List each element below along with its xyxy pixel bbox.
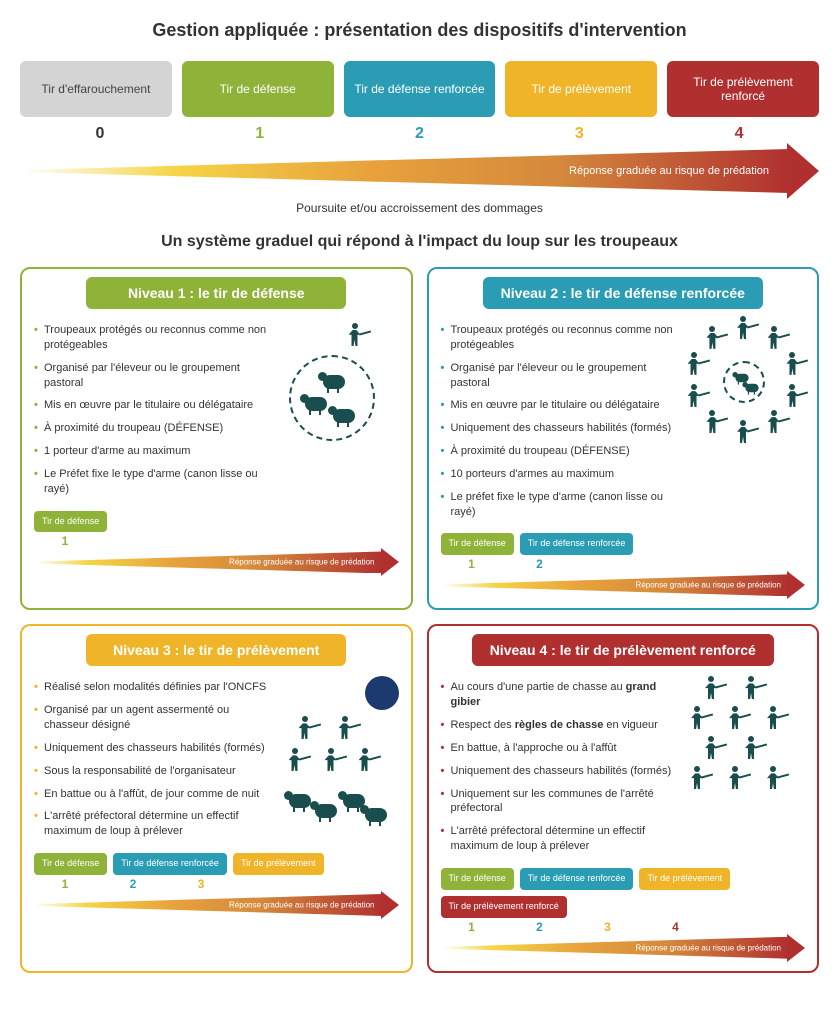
top-level-numbers: 01234 — [20, 125, 819, 143]
bullet-item: L'arrêté préfectoral détermine un effect… — [34, 805, 271, 843]
bullet-item: L'arrêté préfectoral détermine un effect… — [441, 820, 678, 858]
mini-level-numbers: 12 — [441, 557, 806, 571]
bullet-item: Uniquement sur les communes de l'arrêté … — [441, 783, 678, 821]
page-title: Gestion appliquée : présentation des dis… — [20, 20, 819, 41]
panel-level-1: Niveau 1 : le tir de défense Troupeaux pr… — [20, 267, 413, 610]
panel-title: Niveau 3 : le tir de prélèvement — [86, 634, 346, 666]
mini-num-1: 1 — [34, 534, 96, 548]
level-box-2: Tir de défense renforcée — [344, 61, 496, 117]
illustration-icon — [685, 319, 805, 523]
bullet-item: Mis en œuvre par le titulaire ou délégat… — [34, 394, 271, 417]
bullet-item: 1 porteur d'arme au maximum — [34, 440, 271, 463]
top-level-boxes: Tir d'effarouchementTir de défenseTir de… — [20, 61, 819, 117]
level-number-0: 0 — [20, 125, 180, 143]
level-box-4: Tir de prélèvement renforcé — [667, 61, 819, 117]
bullet-item: Le Préfet fixe le type d'arme (canon lis… — [34, 463, 271, 501]
level-box-1: Tir de défense — [182, 61, 334, 117]
mini-num-3: 3 — [577, 920, 639, 934]
illustration-icon — [279, 676, 399, 843]
panel-title: Niveau 4 : le tir de prélèvement renforc… — [472, 634, 774, 666]
level-box-3: Tir de prélèvement — [505, 61, 657, 117]
mini-box-2: Tir de défense renforcée — [520, 868, 634, 890]
bullet-item: Organisé par l'éleveur ou le groupement … — [34, 357, 271, 395]
mini-box-1: Tir de défense — [441, 533, 514, 555]
mini-box-1: Tir de défense — [34, 511, 107, 533]
illustration-icon — [685, 676, 805, 858]
mini-gradient-arrow: Réponse graduée au risque de prédation — [441, 574, 806, 596]
mini-level-boxes: Tir de défenseTir de défense renforcéeTi… — [441, 868, 806, 918]
panel-level-4: Niveau 4 : le tir de prélèvement renforc… — [427, 624, 820, 972]
mini-box-2: Tir de défense renforcée — [520, 533, 634, 555]
bullet-item: Uniquement des chasseurs habilités (form… — [441, 760, 678, 783]
mini-level-boxes: Tir de défense — [34, 511, 399, 533]
mini-box-1: Tir de défense — [34, 853, 107, 875]
mini-num-1: 1 — [441, 557, 503, 571]
mini-num-1: 1 — [34, 877, 96, 891]
panel-title: Niveau 2 : le tir de défense renforcée — [483, 277, 763, 309]
mini-gradient-arrow: Réponse graduée au risque de prédation — [34, 551, 399, 573]
panel-level-2: Niveau 2 : le tir de défense renforcée Tr… — [427, 267, 820, 610]
illustration-icon — [279, 319, 399, 501]
mini-level-numbers: 123 — [34, 877, 399, 891]
mini-box-3: Tir de prélèvement — [639, 868, 730, 890]
bullet-item: En battue, à l'approche ou à l'affût — [441, 737, 678, 760]
arrow-label: Réponse graduée au risque de prédation — [569, 165, 769, 177]
bullet-item: Respect des règles de chasse en vigueur — [441, 714, 678, 737]
mini-num-4: 4 — [645, 920, 707, 934]
bullet-item: 10 porteurs d'armes au maximum — [441, 463, 678, 486]
mini-box-1: Tir de défense — [441, 868, 514, 890]
mini-level-numbers: 1 — [34, 534, 399, 548]
level-number-1: 1 — [180, 125, 340, 143]
mini-box-4: Tir de prélèvement renforcé — [441, 896, 567, 918]
bullet-item: Organisé par l'éleveur ou le groupement … — [441, 357, 678, 395]
section-title: Un système graduel qui répond à l'impact… — [20, 233, 819, 251]
bullet-item: Au cours d'une partie de chasse au grand… — [441, 676, 678, 714]
bullet-item: Uniquement des chasseurs habilités (form… — [34, 737, 271, 760]
mini-num-2: 2 — [509, 557, 571, 571]
bullet-item: Le préfet fixe le type d'arme (canon lis… — [441, 486, 678, 524]
panel-title: Niveau 1 : le tir de défense — [86, 277, 346, 309]
mini-num-3: 3 — [170, 877, 232, 891]
bullet-item: Mis en œuvre par le titulaire ou délégat… — [441, 394, 678, 417]
bullet-item: À proximité du troupeau (DÉFENSE) — [441, 440, 678, 463]
level-number-2: 2 — [340, 125, 500, 143]
level-box-0: Tir d'effarouchement — [20, 61, 172, 117]
bullet-item: Troupeaux protégés ou reconnus comme non… — [34, 319, 271, 357]
bullet-item: Sous la responsabilité de l'organisateur — [34, 760, 271, 783]
bullet-item: Uniquement des chasseurs habilités (form… — [441, 417, 678, 440]
mini-num-2: 2 — [102, 877, 164, 891]
bullet-item: Réalisé selon modalités définies par l'O… — [34, 676, 271, 699]
level-number-3: 3 — [499, 125, 659, 143]
panels-grid: Niveau 1 : le tir de défense Troupeaux pr… — [20, 267, 819, 973]
mini-level-boxes: Tir de défense Tir de défense renforcée Ti… — [34, 853, 399, 875]
bullet-item: Troupeaux protégés ou reconnus comme non… — [441, 319, 678, 357]
bullet-item: À proximité du troupeau (DÉFENSE) — [34, 417, 271, 440]
mini-num-1: 1 — [441, 920, 503, 934]
mini-box-2: Tir de défense renforcée — [113, 853, 227, 875]
bullet-list: Troupeaux protégés ou reconnus comme non… — [441, 319, 678, 523]
mini-gradient-arrow: Réponse graduée au risque de prédation — [34, 894, 399, 916]
bullet-item: Organisé par un agent assermenté ou chas… — [34, 699, 271, 737]
mini-gradient-arrow: Réponse graduée au risque de prédation — [441, 937, 806, 959]
sub-caption: Poursuite et/ou accroissement des dommag… — [20, 201, 819, 215]
mini-num-2: 2 — [509, 920, 571, 934]
level-number-4: 4 — [659, 125, 819, 143]
bullet-item: En battue ou à l'affût, de jour comme de… — [34, 783, 271, 806]
panel-level-3: Niveau 3 : le tir de prélèvement Réalisé … — [20, 624, 413, 972]
bullet-list: Réalisé selon modalités définies par l'O… — [34, 676, 271, 843]
mini-box-3: Tir de prélèvement — [233, 853, 324, 875]
mini-level-numbers: 1234 — [441, 920, 806, 934]
gradient-arrow: Réponse graduée au risque de prédation — [20, 149, 819, 193]
bullet-list: Au cours d'une partie de chasse au grand… — [441, 676, 678, 858]
mini-level-boxes: Tir de défense Tir de défense renforcée — [441, 533, 806, 555]
bullet-list: Troupeaux protégés ou reconnus comme non… — [34, 319, 271, 501]
